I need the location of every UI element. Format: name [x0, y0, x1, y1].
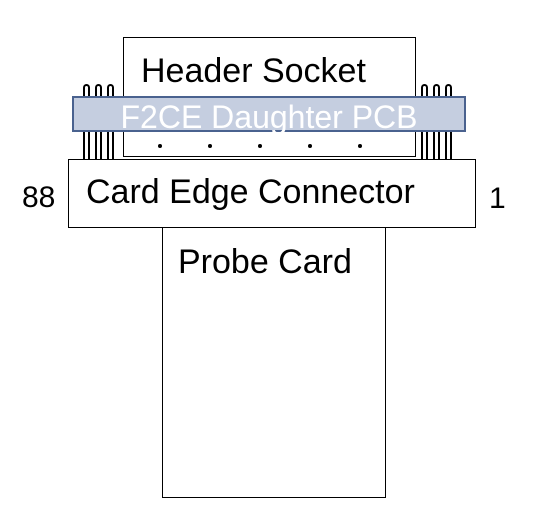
card-edge-connector-label: Card Edge Connector [86, 173, 415, 211]
card-edge-connector-box [68, 159, 476, 228]
daughter-pcb-label: F2CE Daughter PCB [120, 99, 418, 135]
ellipsis-dot [208, 144, 212, 148]
daughter-pcb-box: F2CE Daughter PCB [72, 96, 466, 135]
ellipsis-dot [158, 144, 162, 148]
ellipsis-dot [358, 144, 362, 148]
ellipsis-dot [258, 144, 262, 148]
ellipsis-dot [308, 144, 312, 148]
pin-1-label: 1 [489, 182, 506, 215]
header-socket-label: Header Socket [141, 52, 366, 90]
probe-card-label: Probe Card [178, 243, 352, 281]
probe-card-box [162, 227, 386, 498]
pin-88-label: 88 [22, 181, 56, 214]
